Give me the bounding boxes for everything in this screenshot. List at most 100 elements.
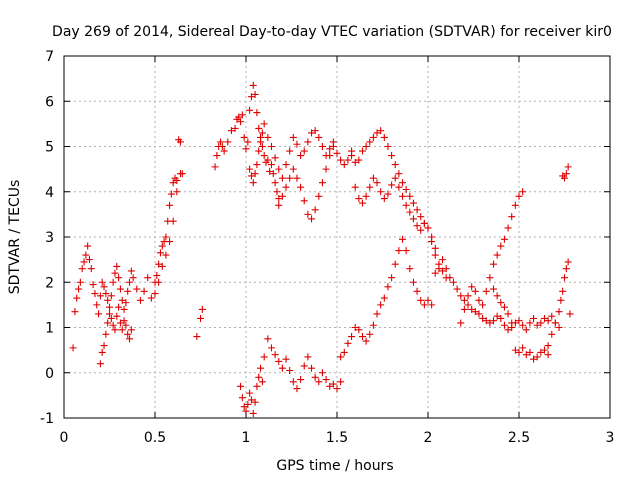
y-tick-labels: -1 0 1 2 3 4 5 6 7 — [40, 49, 54, 427]
data-point — [111, 269, 119, 277]
data-point — [326, 152, 334, 160]
series-track-12 — [457, 188, 527, 327]
data-point — [388, 181, 396, 189]
data-point — [255, 124, 263, 132]
data-point — [289, 133, 297, 141]
data-point — [220, 147, 228, 155]
data-point — [409, 215, 417, 223]
data-point — [333, 385, 341, 393]
series-track-11 — [431, 256, 563, 334]
data-point — [500, 303, 508, 311]
data-point — [300, 362, 308, 370]
data-point — [557, 296, 565, 304]
data-point — [409, 199, 417, 207]
data-point — [107, 314, 115, 322]
data-point — [271, 351, 279, 359]
data-point — [147, 294, 155, 302]
data-point — [482, 287, 490, 295]
data-point — [395, 183, 403, 191]
data-point — [286, 366, 294, 374]
data-point — [140, 287, 148, 295]
data-point — [247, 93, 255, 101]
data-point — [85, 256, 93, 264]
data-point — [424, 296, 432, 304]
data-point — [533, 353, 541, 361]
data-point — [217, 138, 225, 146]
data-point — [98, 278, 106, 286]
data-point — [526, 319, 534, 327]
data-point — [120, 305, 128, 313]
data-point — [113, 262, 121, 270]
data-point — [340, 348, 348, 356]
data-point — [244, 400, 252, 408]
y-tick-label: 3 — [45, 230, 54, 246]
data-point — [308, 364, 316, 372]
y-tick-label: 1 — [45, 321, 54, 337]
data-point — [151, 290, 159, 298]
data-point — [322, 165, 330, 173]
data-point — [377, 188, 385, 196]
data-point — [544, 317, 552, 325]
data-point — [238, 394, 246, 402]
data-point — [124, 287, 132, 295]
data-point — [113, 312, 121, 320]
data-point — [508, 213, 516, 221]
data-point — [273, 188, 281, 196]
series-track-6 — [275, 143, 356, 223]
data-point — [409, 278, 417, 286]
data-point — [249, 81, 257, 89]
data-point — [258, 129, 266, 137]
data-point — [173, 176, 181, 184]
data-point — [278, 174, 286, 182]
data-point — [249, 179, 257, 187]
data-point — [96, 292, 104, 300]
chart-title: Day 269 of 2014, Sidereal Day-to-day VTE… — [52, 24, 612, 40]
data-point — [264, 133, 272, 141]
data-point — [537, 348, 545, 356]
data-point — [153, 271, 161, 279]
data-point — [500, 235, 508, 243]
data-point — [519, 344, 527, 352]
data-point — [267, 161, 275, 169]
data-point — [561, 174, 568, 182]
data-point — [475, 310, 483, 318]
x-tick-label: 3 — [606, 430, 615, 446]
data-point — [237, 118, 245, 126]
data-point — [282, 161, 290, 169]
data-point — [308, 215, 316, 223]
data-point — [115, 274, 123, 282]
data-point — [293, 174, 301, 182]
data-point — [253, 161, 261, 169]
data-point — [267, 344, 275, 352]
data-point — [533, 321, 541, 329]
data-point — [151, 278, 159, 286]
data-point — [275, 165, 283, 173]
data-point — [399, 192, 407, 200]
data-point — [84, 242, 92, 250]
data-point — [289, 378, 297, 386]
data-point — [93, 301, 101, 309]
data-point — [460, 305, 468, 313]
x-axis-label: GPS time / hours — [276, 458, 393, 474]
data-point — [435, 265, 443, 273]
data-point — [315, 192, 323, 200]
data-point — [366, 138, 374, 146]
data-point — [237, 382, 245, 390]
data-point — [471, 287, 479, 295]
data-point — [275, 357, 283, 365]
data-point — [504, 224, 512, 232]
data-point — [260, 120, 268, 128]
data-point — [213, 152, 221, 160]
x-tick-label: 2 — [424, 430, 433, 446]
y-tick-label: 2 — [45, 275, 54, 291]
data-point — [318, 369, 326, 377]
data-point — [468, 283, 476, 291]
data-point — [266, 167, 274, 175]
data-point — [497, 314, 505, 322]
data-point — [366, 330, 374, 338]
data-point — [311, 206, 319, 214]
data-point — [340, 161, 348, 169]
data-point — [369, 321, 377, 329]
data-point — [300, 147, 308, 155]
